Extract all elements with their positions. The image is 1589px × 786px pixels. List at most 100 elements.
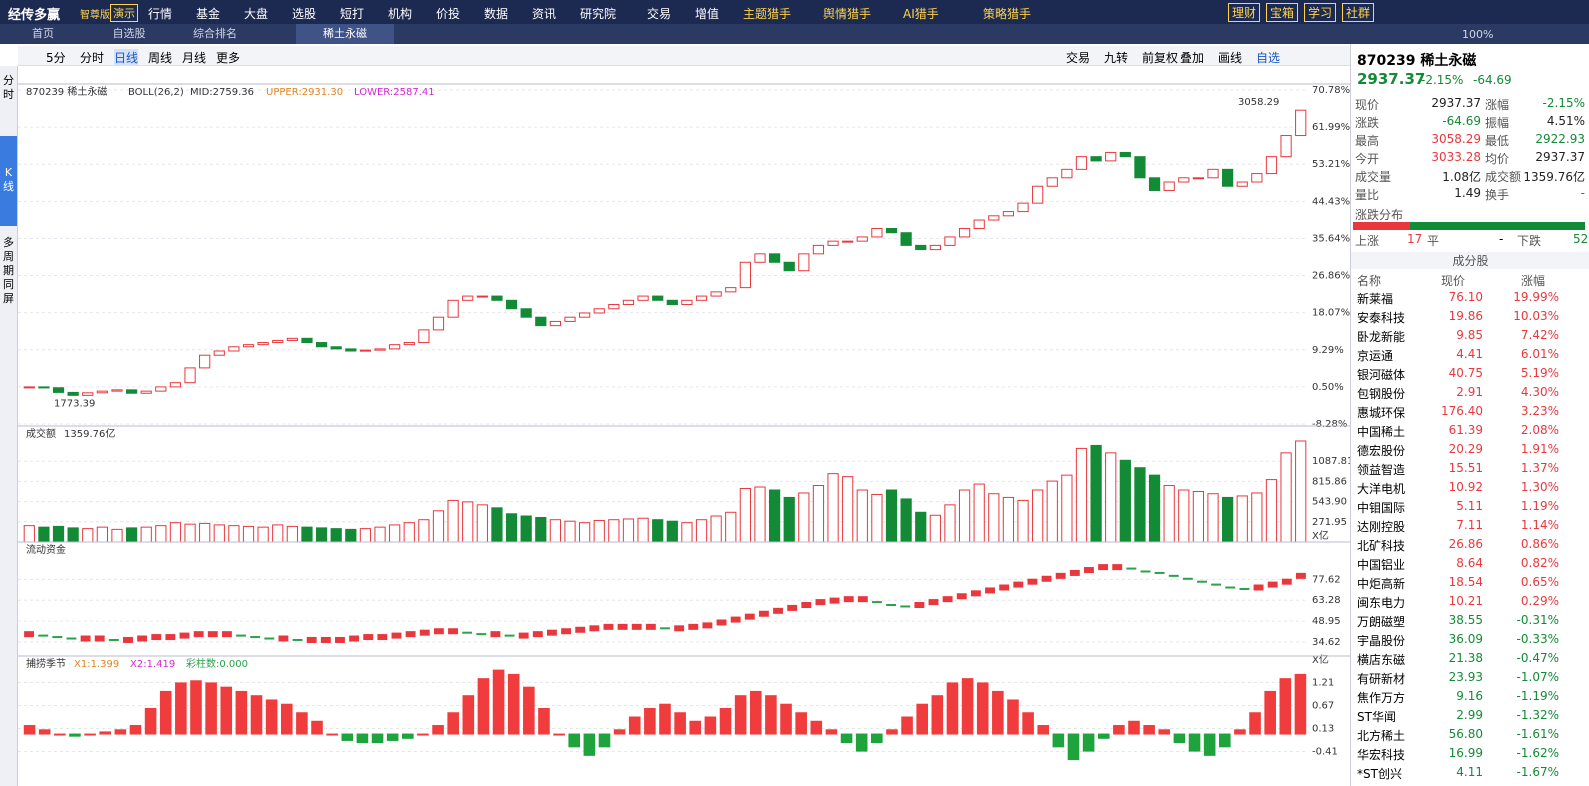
bar — [768, 489, 781, 543]
menu-item[interactable]: 价投 — [436, 7, 461, 21]
period-button[interactable]: 月线 — [182, 51, 207, 65]
tool-button[interactable]: 九转 — [1104, 51, 1129, 65]
period-button[interactable]: 日线 — [114, 49, 139, 66]
bar — [125, 527, 138, 543]
menu-item[interactable]: 选股 — [292, 7, 317, 21]
stock-name[interactable]: 达刚控股 — [1357, 520, 1406, 534]
stock-name[interactable]: 闽东电力 — [1357, 596, 1406, 610]
menu-button[interactable]: 学习 — [1304, 3, 1337, 22]
tool-button[interactable]: 前复权 — [1142, 51, 1179, 65]
stock-name[interactable]: *ST创兴 — [1357, 767, 1402, 781]
period-button[interactable]: 周线 — [148, 51, 173, 65]
stock-name[interactable]: 中国稀土 — [1357, 425, 1406, 439]
flow-mark — [250, 636, 261, 639]
stock-change: -0.31% — [1516, 613, 1559, 627]
menu-button[interactable]: 宝箱 — [1266, 3, 1299, 22]
menu-item[interactable]: 研究院 — [580, 7, 617, 21]
stock-name[interactable]: 北方稀土 — [1357, 729, 1406, 743]
stock-name[interactable]: 惠城环保 — [1357, 406, 1406, 420]
candle — [827, 240, 839, 246]
stock-name[interactable]: 银河磁体 — [1357, 368, 1406, 382]
period-button[interactable]: 更多 — [216, 51, 241, 65]
period-button[interactable]: 分时 — [80, 51, 105, 65]
stock-name[interactable]: 焦作万方 — [1357, 691, 1406, 705]
bar — [1207, 493, 1219, 543]
stock-name[interactable]: 中国铝业 — [1357, 558, 1406, 572]
stock-name[interactable]: 大洋电机 — [1357, 482, 1406, 496]
y-tick-label: -8.28% — [1312, 419, 1347, 430]
period-button[interactable]: 5分 — [46, 51, 66, 65]
stock-name[interactable]: 万朗磁塑 — [1357, 615, 1406, 629]
tab[interactable]: 自选股 — [112, 27, 146, 40]
stock-name[interactable]: 有研新材 — [1357, 672, 1406, 686]
side-tab[interactable]: 多周期同屏 — [3, 236, 14, 305]
menu-item[interactable]: 数据 — [484, 7, 509, 21]
bar — [976, 682, 989, 735]
candle — [199, 354, 211, 369]
flow-mark — [1013, 581, 1024, 588]
menu-item[interactable]: 策略猎手 — [983, 7, 1032, 21]
bar — [1249, 712, 1261, 735]
flow-mark — [744, 613, 755, 620]
menu-bar: 经传多赢 智尊版 演示 行情 基金 大盘 选股 短打 机构 价投 数据 资讯 研究院 交易 增值 主题猎手 舆情… — [0, 0, 1589, 24]
menu-item[interactable]: 短打 — [340, 7, 365, 21]
stock-name[interactable]: 德宏股份 — [1357, 444, 1406, 458]
stock-name[interactable]: ST华闻 — [1357, 710, 1396, 724]
dist-down-bar — [1410, 222, 1585, 230]
menu-item[interactable]: 行情 — [148, 7, 173, 21]
bar — [1067, 733, 1080, 761]
stock-name[interactable]: 京运通 — [1357, 349, 1394, 363]
side-tab[interactable]: 分时 — [3, 74, 14, 101]
bar — [579, 522, 591, 543]
stock-name[interactable]: 华宏科技 — [1357, 748, 1406, 762]
tab[interactable]: 综合排名 — [193, 27, 237, 40]
menu-item[interactable]: 机构 — [388, 7, 413, 21]
menu-item[interactable]: 基金 — [196, 7, 221, 21]
flow-mark — [575, 626, 586, 633]
stock-name[interactable]: 宇晶股份 — [1357, 634, 1406, 648]
menu-item[interactable]: 大盘 — [244, 7, 269, 21]
pane-title: 870239 稀土永磁 — [26, 85, 107, 98]
stock-name[interactable]: 中钼国际 — [1357, 501, 1406, 515]
candle — [155, 386, 167, 392]
flow-mark — [165, 634, 176, 641]
bar — [825, 729, 838, 735]
bar — [929, 514, 941, 543]
dist-label: 平 — [1427, 234, 1440, 248]
candle — [915, 244, 927, 251]
menu-item[interactable]: 主题猎手 — [743, 7, 792, 21]
side-tab[interactable]: K线 — [0, 136, 17, 226]
menu-button[interactable]: 社群 — [1342, 3, 1375, 22]
bar — [946, 682, 959, 735]
stock-name[interactable]: 领益智造 — [1357, 463, 1406, 477]
stock-name[interactable]: 卧龙新能 — [1357, 330, 1406, 344]
stock-change: 0.86% — [1520, 537, 1559, 551]
menu-item[interactable]: AI猎手 — [903, 7, 939, 21]
flow-mark — [391, 632, 402, 639]
demo[interactable]: 演示 — [110, 4, 138, 22]
bar — [593, 519, 605, 543]
stock-name[interactable]: 横店东磁 — [1357, 653, 1406, 667]
tool-button[interactable]: 自选 — [1256, 51, 1281, 65]
menu-button[interactable]: 理财 — [1228, 3, 1261, 22]
menu-item[interactable]: 资讯 — [532, 7, 557, 21]
stock-price: 23.93 — [1448, 670, 1483, 684]
flow-mark — [38, 634, 49, 637]
stock-name[interactable]: 安泰科技 — [1357, 311, 1406, 325]
stock-name[interactable]: 包钢股份 — [1357, 387, 1406, 401]
stock-name[interactable]: 新莱福 — [1357, 292, 1394, 306]
tab[interactable]: 首页 — [32, 27, 54, 40]
menu-item[interactable]: 舆情猎手 — [823, 7, 872, 21]
tab[interactable]: 稀土永磁 — [296, 24, 394, 44]
menu-item[interactable]: 交易 — [647, 7, 672, 21]
tool-button[interactable]: 叠加 — [1180, 51, 1205, 65]
menu-item[interactable]: 增值 — [695, 7, 720, 21]
tool-button[interactable]: 交易 — [1066, 51, 1091, 65]
tool-button[interactable]: 画线 — [1218, 51, 1243, 65]
x1: X1:1.399 — [74, 659, 119, 670]
stock-change: 0.29% — [1520, 594, 1559, 608]
stock-name[interactable]: 北矿科技 — [1357, 539, 1406, 553]
bar — [286, 525, 298, 543]
bar — [507, 673, 520, 735]
stock-name[interactable]: 中炬高新 — [1357, 577, 1406, 591]
